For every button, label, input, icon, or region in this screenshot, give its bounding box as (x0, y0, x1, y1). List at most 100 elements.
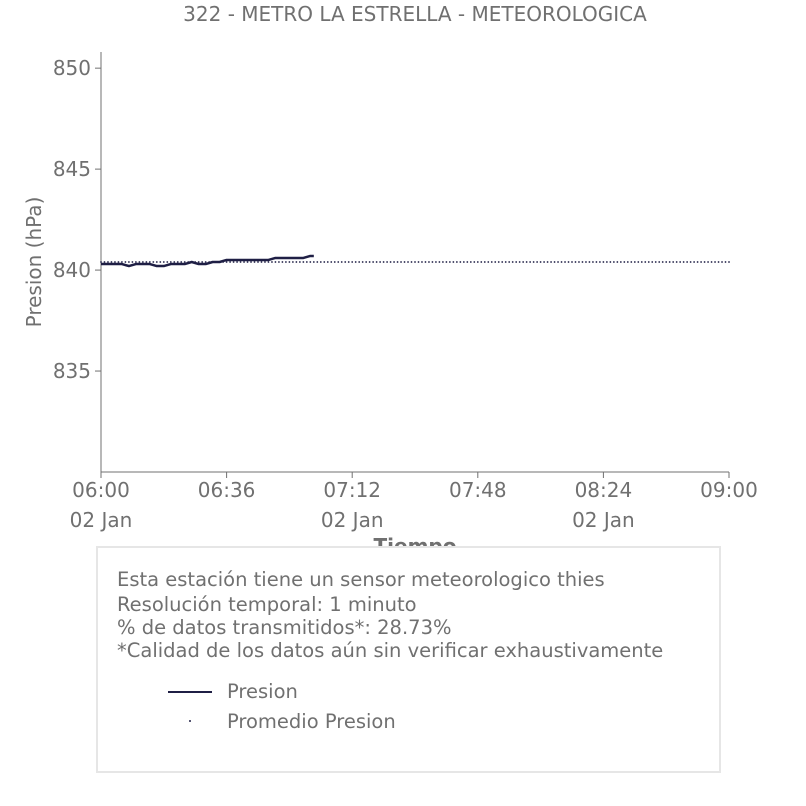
average-point (333, 261, 336, 263)
average-point (448, 261, 451, 263)
average-point (721, 261, 723, 263)
average-point (134, 261, 137, 263)
average-point (340, 261, 343, 263)
average-point (148, 261, 151, 263)
average-point (347, 261, 350, 263)
y-tick-label: 845 (53, 157, 91, 181)
average-point (197, 261, 200, 263)
average-point (229, 261, 231, 263)
average-point (553, 261, 556, 263)
x-tick-time-label: 09:00 (700, 478, 758, 502)
average-point (668, 261, 671, 263)
average-point (288, 261, 291, 263)
average-point (675, 261, 678, 263)
average-point (435, 261, 437, 263)
average-point (480, 261, 483, 263)
average-point (508, 261, 511, 263)
average-point (483, 261, 486, 263)
average-point (319, 261, 322, 263)
average-point (152, 261, 155, 263)
average-point (114, 261, 116, 263)
average-point (504, 261, 507, 263)
average-point (536, 261, 539, 263)
average-point (619, 261, 622, 263)
average-point (522, 261, 525, 263)
average-point (400, 261, 402, 263)
average-point (281, 261, 284, 263)
legend-item-promedio: Promedio Presion (168, 710, 468, 734)
average-point (218, 261, 221, 263)
average-point (539, 261, 542, 263)
average-point (375, 261, 378, 263)
average-point (365, 261, 368, 263)
average-point (396, 261, 399, 263)
legend-swatch-promedio (189, 720, 191, 722)
plot-series (100, 254, 730, 268)
average-point (417, 261, 420, 263)
average-point (211, 261, 214, 263)
average-point (351, 261, 354, 263)
average-point (155, 261, 158, 263)
average-point (267, 261, 270, 263)
average-point (515, 261, 518, 263)
average-point (183, 261, 186, 263)
average-point (169, 261, 172, 263)
series-line-presion (101, 254, 314, 268)
average-point (728, 261, 730, 263)
average-point (145, 261, 148, 263)
average-point (424, 261, 427, 263)
average-point (298, 261, 301, 263)
average-point (647, 261, 650, 263)
y-tick-label: 850 (53, 56, 91, 80)
average-point (354, 261, 357, 263)
average-point (410, 261, 413, 263)
average-point (557, 261, 559, 263)
average-point (455, 261, 458, 263)
average-point (208, 261, 211, 263)
average-point (239, 261, 242, 263)
info-sensor-text: Esta estación tiene un sensor meteorolog… (117, 568, 605, 591)
average-point (358, 261, 361, 263)
average-point (295, 261, 298, 263)
average-point (696, 261, 699, 263)
average-point (637, 261, 640, 263)
average-point (285, 261, 287, 263)
average-point (323, 261, 326, 263)
average-point (379, 261, 382, 263)
average-point (121, 261, 123, 263)
x-tick-time-label: 06:00 (72, 478, 130, 502)
x-tick-time-label: 07:12 (323, 478, 381, 502)
average-point (128, 261, 130, 263)
average-point (661, 261, 664, 263)
average-point (421, 261, 423, 263)
average-point (546, 261, 549, 263)
average-point (679, 261, 682, 263)
average-point (518, 261, 521, 263)
y-tick-label: 840 (53, 258, 91, 282)
average-point (107, 261, 109, 263)
average-point (644, 261, 647, 263)
average-point (326, 261, 329, 263)
average-point (187, 261, 190, 263)
average-point (243, 261, 245, 263)
average-point (141, 261, 144, 263)
average-point (710, 261, 713, 263)
average-point (302, 261, 305, 263)
average-point (682, 261, 685, 263)
average-point (204, 261, 207, 263)
x-tick-time-label: 07:48 (449, 478, 507, 502)
y-axis-label: Presion (hPa) (22, 197, 46, 328)
average-point (253, 261, 256, 263)
average-point (703, 261, 706, 263)
average-point (250, 261, 252, 263)
average-point (372, 261, 375, 263)
average-point (403, 261, 406, 263)
y-axis: 835 840 845 850 (53, 52, 102, 472)
average-point (393, 261, 395, 263)
average-point (246, 261, 249, 263)
legend-label-promedio: Promedio Presion (227, 710, 396, 733)
average-point (222, 261, 225, 263)
average-point (550, 261, 552, 263)
average-point (578, 261, 580, 263)
